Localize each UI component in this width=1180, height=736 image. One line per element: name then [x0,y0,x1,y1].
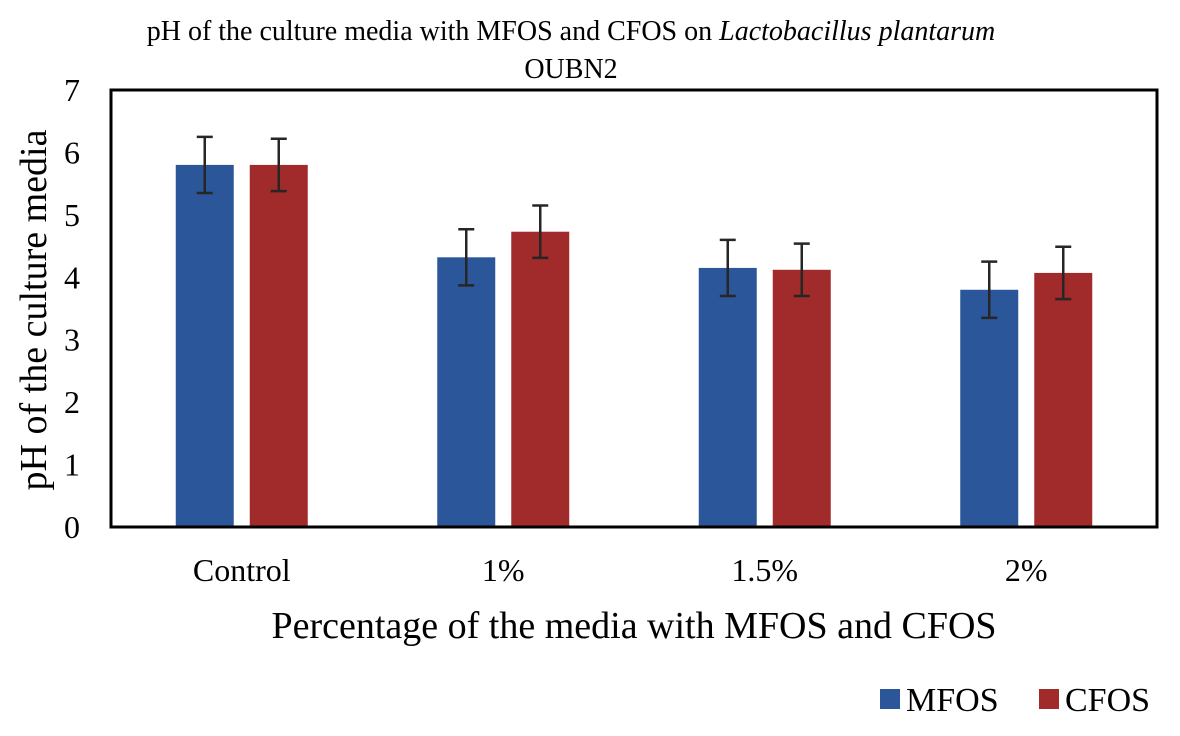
chart-title: pH of the culture media with MFOS and CF… [147,16,996,47]
y-tick-label: 4 [64,259,80,295]
y-axis-ticks: 0 1 2 3 4 5 6 7 [64,72,80,545]
bar-cfos [1034,272,1093,527]
error-bars-group [196,135,1072,320]
bar-cfos [249,164,308,527]
chart-title-main: pH of the culture media with MFOS and CF… [147,16,712,47]
legend-label-mfos: MFOS [906,682,999,719]
legend-label-cfos: CFOS [1065,682,1150,719]
y-tick-label: 6 [64,134,80,170]
bar-cfos [772,269,831,527]
legend-swatch-cfos [1039,689,1059,709]
x-axis-title: Percentage of the media with MFOS and CF… [271,605,996,647]
y-tick-label: 2 [64,384,80,420]
y-tick-label: 7 [64,72,80,108]
legend-swatch-mfos [880,689,900,709]
plot-frame [109,88,1159,529]
bar-mfos [437,257,496,527]
y-tick-label: 5 [64,197,80,233]
y-tick-label: 3 [64,322,80,358]
bar-mfos [175,164,234,527]
bar-mfos [698,267,757,527]
bars-group [175,164,1093,527]
bar-mfos [960,289,1019,527]
y-axis-title: pH of the culture media [13,129,55,490]
x-category-label: 1% [482,552,525,588]
x-category-label: 1.5% [731,552,798,588]
x-axis-categories: Control 1% 1.5% 2% [193,552,1048,588]
legend: MFOS CFOS [880,682,1150,719]
x-category-label: Control [193,552,291,588]
y-tick-label: 0 [64,509,80,545]
x-category-label: 2% [1005,552,1048,588]
chart-title-line2: OUBN2 [524,54,617,85]
bar-cfos [511,231,570,527]
y-tick-label: 1 [64,447,80,483]
chart-title-italic: Lactobacillus plantarum [718,16,995,47]
